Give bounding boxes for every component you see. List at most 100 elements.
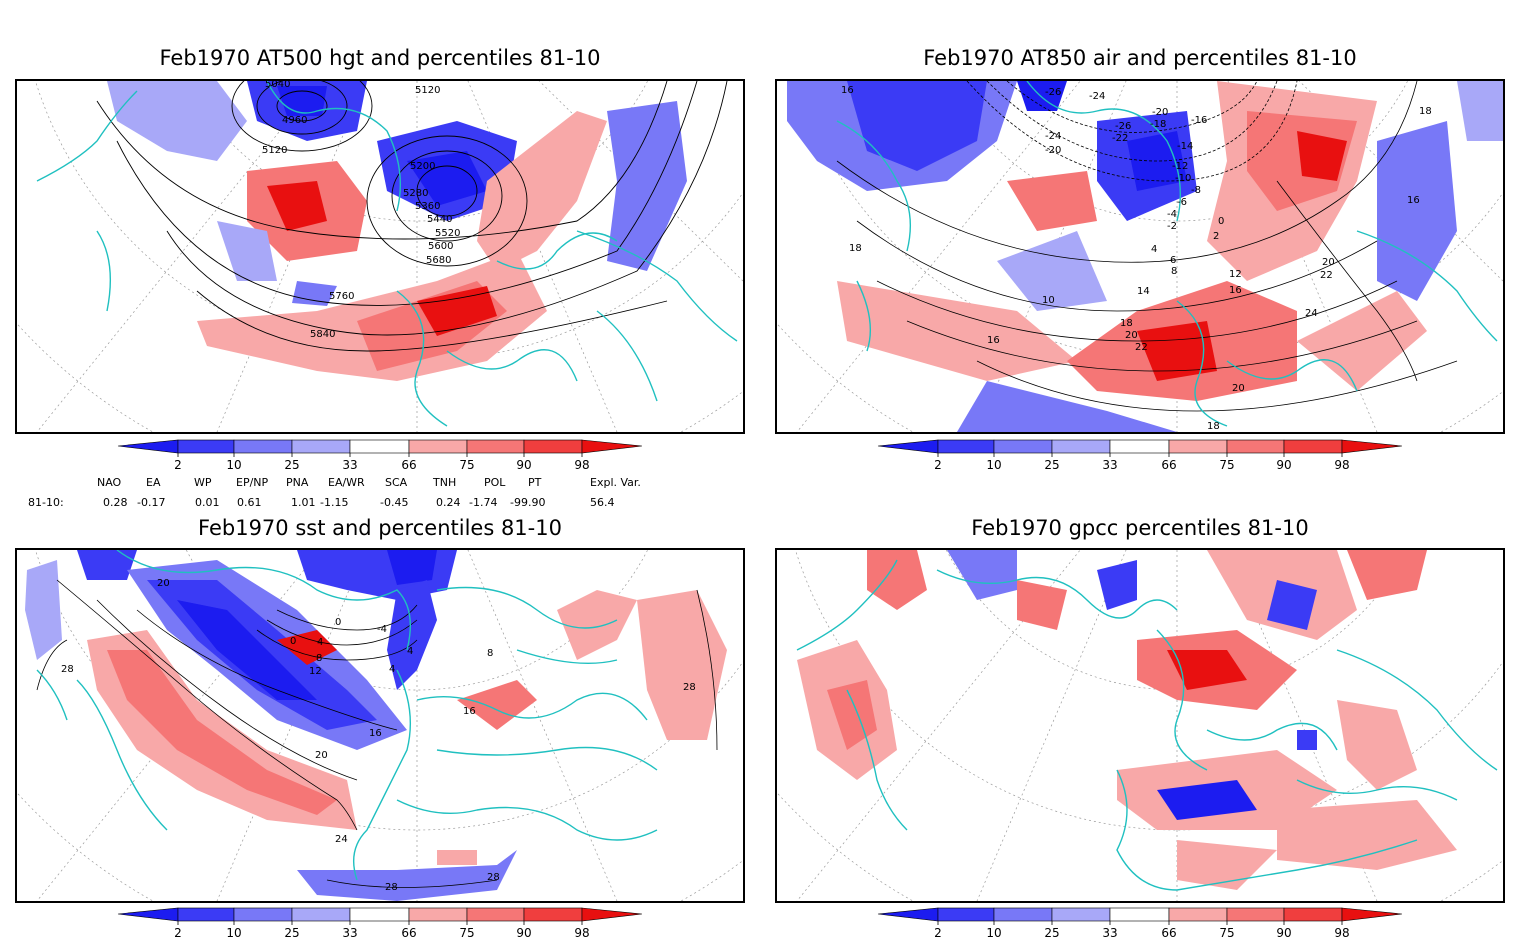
contour-label: -24	[1045, 131, 1061, 142]
colorbar-tick-label: 2	[174, 458, 182, 472]
contour-label: 28	[385, 882, 398, 893]
colorbar-tick-label: 98	[1334, 458, 1349, 472]
contour-label: -4	[377, 624, 387, 635]
contour-label: 5520	[435, 228, 460, 239]
contour-label: 5120	[415, 85, 440, 96]
colorbar-ticks: 2 10 25 33 66 75 90 98	[934, 453, 1350, 472]
contour-label: 18	[1207, 421, 1220, 432]
contour-label: -22	[1112, 133, 1128, 144]
contour-label: 5440	[427, 214, 452, 225]
contour-label: 20	[1322, 257, 1335, 268]
contour-label: -20	[1152, 107, 1168, 118]
colorbar-segment	[233, 439, 293, 454]
index-row-label: 81-10:	[28, 496, 64, 509]
contour-label: 22	[1135, 342, 1148, 353]
contour-label: 5200	[410, 161, 435, 172]
index-value: -0.45	[380, 496, 409, 509]
colorbar-sst: 2 10 25 33 66 75 90 98	[117, 907, 643, 940]
colorbar-segment	[581, 907, 643, 922]
colorbar-segment	[937, 907, 995, 922]
index-value: 0.24	[436, 496, 461, 509]
colorbar-tick-label: 75	[1219, 926, 1234, 940]
colorbar-hgt: 2 10 25 33 66 75 90 98	[117, 439, 643, 472]
colorbar-segments	[117, 907, 643, 922]
colorbar-tick-label: 2	[934, 458, 942, 472]
index-header: EA	[146, 476, 161, 489]
contour-label: 20	[1232, 383, 1245, 394]
coastlines-sst	[36, 550, 658, 881]
colorbar-tick-label: 66	[401, 458, 416, 472]
contour-label: 5840	[310, 329, 335, 340]
index-header: TNH	[433, 476, 457, 489]
contour-label: 4	[407, 646, 413, 657]
contour-label: -10	[1175, 173, 1191, 184]
colorbar-tick-label: 10	[226, 458, 241, 472]
colorbar-segment	[523, 907, 583, 922]
colorbar-tick-label: 25	[284, 458, 299, 472]
colorbar-segment	[117, 907, 179, 922]
contour-label: 8	[316, 653, 322, 664]
contour-label: 8	[487, 648, 493, 659]
index-header: EP/NP	[236, 476, 269, 489]
map-air: 16 -26 -24 -20 -18 -16 -26 -22 -24 -20 -…	[775, 79, 1505, 434]
index-header: PNA	[286, 476, 309, 489]
index-value: 0.28	[103, 496, 128, 509]
colorbar-tick-label: 75	[1219, 458, 1234, 472]
colorbar-segment	[1168, 907, 1228, 922]
colorbar-segment	[523, 439, 583, 454]
colorbar-tick-label: 90	[1276, 926, 1291, 940]
colorbar-segment	[1168, 439, 1228, 454]
contour-label: 20	[157, 578, 170, 589]
index-header: PT	[528, 476, 542, 489]
teleconnection-index-table: NAO EA WP EP/NP PNA EA/WR SCA TNH POL PT…	[0, 474, 760, 514]
index-header: POL	[484, 476, 506, 489]
colorbar-tick-label: 10	[986, 926, 1001, 940]
colorbar-segment	[408, 907, 468, 922]
index-value: -99.90	[510, 496, 546, 509]
contour-label: 18	[1120, 318, 1133, 329]
contour-label: 0	[290, 636, 296, 647]
colorbar-tick-label: 90	[516, 926, 531, 940]
colorbar-segment	[877, 907, 939, 922]
colorbar-segment	[291, 907, 351, 922]
colorbar-segments	[877, 907, 1403, 922]
colorbar-segment	[581, 439, 643, 454]
panel-title-air: Feb1970 AT850 air and percentiles 81-10	[923, 46, 1357, 70]
colorbar-tick-label: 33	[1102, 458, 1117, 472]
colorbar-tick-label: 90	[1276, 458, 1291, 472]
colorbar-tick-label: 98	[1334, 926, 1349, 940]
colorbar-segment	[1341, 907, 1403, 922]
contour-label: 4	[1151, 244, 1157, 255]
colorbar-tick-label: 66	[401, 926, 416, 940]
colorbar-segment	[1283, 907, 1343, 922]
map-sst: 20 28 0 4 0 -4 4 8 12 16 20 24 28 28 16 …	[15, 548, 745, 903]
colorbar-segment	[466, 439, 525, 454]
map-gpcc	[775, 548, 1505, 903]
colorbar-segments	[117, 439, 643, 454]
contour-label: 28	[487, 872, 500, 883]
colorbar-segment	[1109, 907, 1170, 922]
contour-label: 5280	[403, 188, 428, 199]
index-value: 0.61	[237, 496, 262, 509]
contour-label: 4	[317, 637, 323, 648]
contours-hgt	[96, 81, 728, 352]
map-hgt: 5040 4960 5120 5120 5200 5280 5360 5440 …	[15, 79, 745, 434]
contour-label: -20	[1045, 145, 1061, 156]
colorbar-segment	[1226, 907, 1285, 922]
panel-title-gpcc: Feb1970 gpcc percentiles 81-10	[971, 516, 1309, 540]
contour-labels-hgt: 5040 4960 5120 5120 5200 5280 5360 5440 …	[262, 81, 460, 340]
contour-label: 8	[1171, 266, 1177, 277]
colorbar-segment	[349, 439, 410, 454]
contour-label: 18	[849, 243, 862, 254]
colorbar-tick-label: 2	[934, 926, 942, 940]
index-value: -1.15	[320, 496, 349, 509]
colorbar-segment	[1341, 439, 1403, 454]
contour-label: 18	[1419, 106, 1432, 117]
contour-label: 16	[463, 706, 476, 717]
contour-label: -4	[1167, 209, 1177, 220]
colorbar-tick-label: 75	[459, 926, 474, 940]
colorbar-tick-label: 66	[1161, 926, 1176, 940]
index-value: 1.01	[291, 496, 316, 509]
contour-labels-sst: 20 28 0 4 0 -4 4 8 12 16 20 24 28 28 16 …	[61, 578, 696, 893]
contour-label: 4	[389, 664, 395, 675]
